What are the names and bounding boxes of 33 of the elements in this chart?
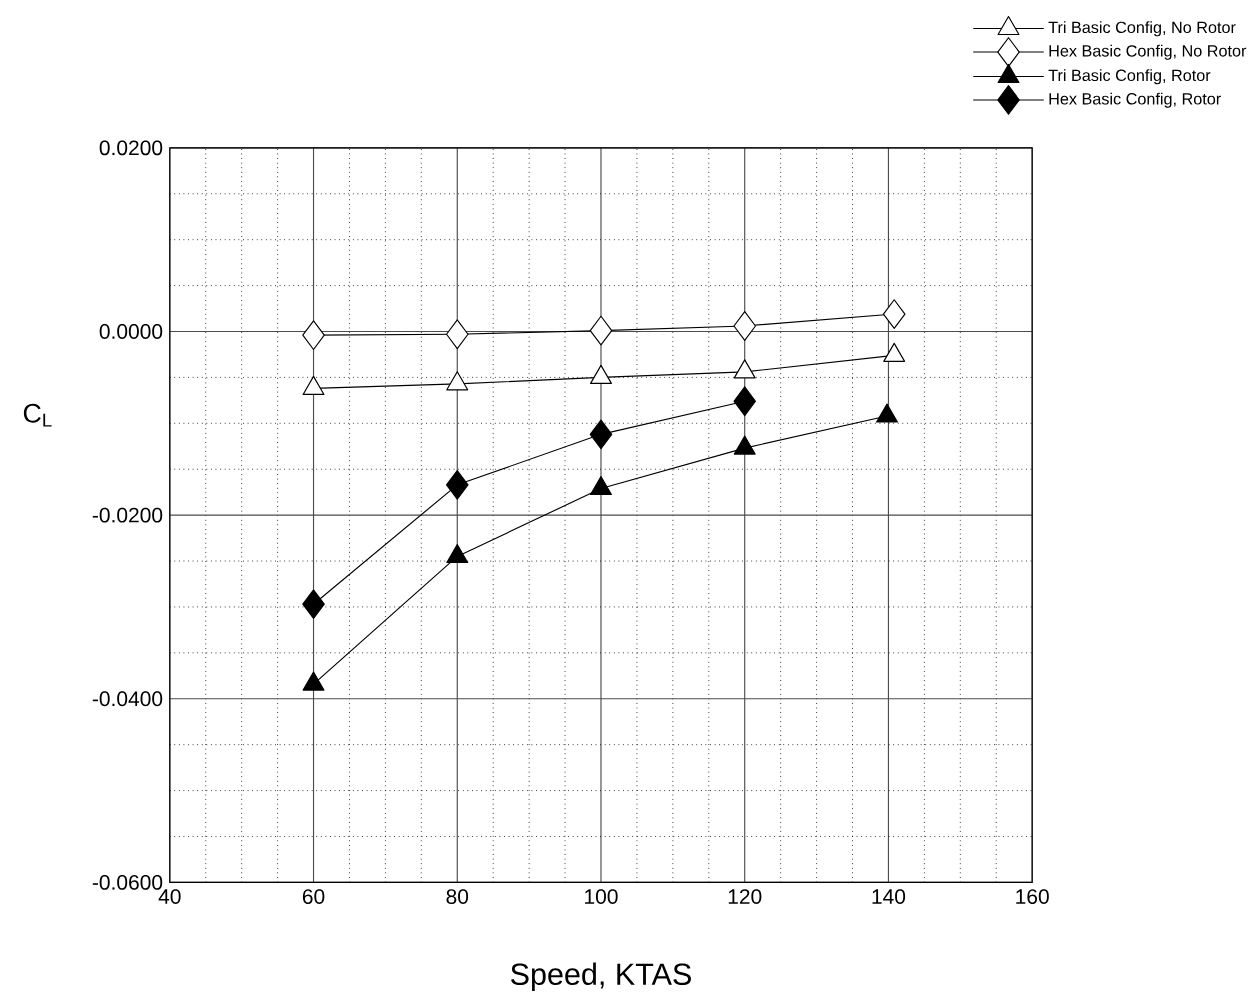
y-tick-label: 0.0200	[99, 140, 163, 156]
point	[590, 475, 612, 495]
y-tick-label: -0.0400	[92, 691, 163, 706]
point	[446, 371, 469, 391]
point	[733, 435, 756, 455]
x-axis-title: Speed, KTAS	[511, 962, 691, 991]
point	[882, 298, 906, 329]
legend-label: Hex Basic Config, No Rotor	[1049, 44, 1247, 60]
x-tick-label: 100	[585, 888, 618, 904]
x-tick-label: 80	[446, 888, 469, 904]
legend-label: Hex Basic Config, Rotor	[1049, 92, 1221, 108]
point	[589, 315, 613, 346]
x-tick-label: 160	[1016, 888, 1049, 904]
point	[733, 359, 756, 379]
y-tick-label: -0.0600	[92, 874, 163, 890]
y-axis-title: C$_{L}$	[23, 403, 52, 427]
x-tick-label: 60	[302, 888, 325, 904]
point	[446, 543, 469, 563]
y-tick-label: 0.0000	[99, 323, 163, 339]
point	[876, 403, 898, 423]
legend-label: Tri Basic Config, No Rotor	[1048, 20, 1236, 37]
point	[302, 671, 325, 691]
point	[445, 319, 469, 349]
point	[589, 419, 613, 449]
point	[733, 386, 757, 416]
x-tick-label: 120	[728, 888, 762, 904]
point	[302, 320, 325, 350]
point	[445, 469, 469, 500]
legend-label: Tri Basic Config, Rotor	[1048, 68, 1211, 85]
point	[733, 310, 757, 341]
x-tick-label: 40	[158, 888, 181, 904]
x-tick-label: 140	[872, 888, 906, 904]
y-tick-label: -0.0200	[92, 507, 163, 523]
